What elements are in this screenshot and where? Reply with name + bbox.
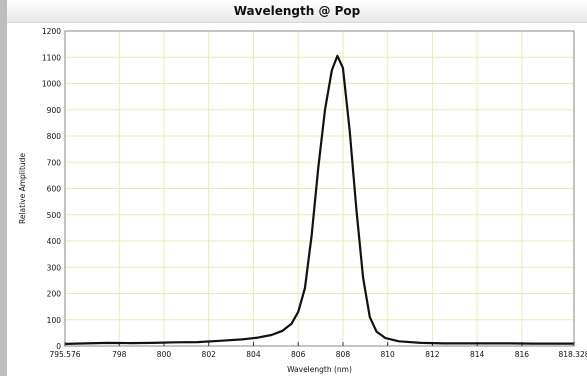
chart-grid [64, 30, 575, 347]
y-tick-label: 900 [47, 106, 62, 115]
y-tick-label: 100 [47, 316, 62, 325]
y-tick-label: 700 [47, 158, 62, 167]
x-axis-ticks: 795.576 798 800 802 804 806 808 810 812 814 816 818… [49, 342, 587, 359]
chart-svg: 0 100 200 300 400 500 600 700 800 900 1000 1100 1200… [18, 27, 587, 374]
x-tick-label: 816 [515, 350, 530, 359]
chart-title-bar: Wavelength @ Pop [7, 0, 587, 23]
x-tick-label: 808 [336, 350, 351, 359]
x-tick-label: 812 [425, 350, 440, 359]
x-tick-label: 810 [381, 350, 396, 359]
left-panel-strip [0, 0, 7, 376]
series-line [65, 54, 574, 345]
y-tick-label: 0 [56, 342, 61, 351]
x-tick-label: 818.328 [558, 350, 587, 359]
x-tick-label: 804 [246, 350, 261, 359]
y-tick-label: 200 [47, 290, 62, 299]
x-tick-label: 806 [291, 350, 306, 359]
chart-window: Wavelength @ Pop 0 100 200 300 400 500 600 700 8… [7, 0, 587, 376]
x-tick-label: 800 [157, 350, 172, 359]
y-tick-label: 1200 [42, 27, 61, 36]
x-tick-label: 802 [202, 350, 217, 359]
plot-area-border [64, 30, 575, 347]
y-tick-label: 1000 [42, 80, 61, 89]
x-tick-label: 798 [112, 350, 127, 359]
chart-title: Wavelength @ Pop [233, 4, 361, 18]
x-axis-label: Wavelength (nm) [287, 365, 352, 374]
y-tick-label: 800 [47, 132, 62, 141]
x-tick-label: 795.576 [49, 350, 80, 359]
x-tick-label: 814 [470, 350, 485, 359]
y-tick-label: 600 [47, 185, 62, 194]
y-tick-label: 300 [47, 263, 62, 272]
y-tick-label: 500 [47, 211, 62, 220]
y-axis-ticks: 0 100 200 300 400 500 600 700 800 900 1000 1100 1200 [42, 27, 61, 351]
y-tick-label: 1100 [42, 53, 61, 62]
y-tick-label: 400 [47, 237, 62, 246]
y-axis-label: Relative Amplitude [18, 153, 27, 224]
